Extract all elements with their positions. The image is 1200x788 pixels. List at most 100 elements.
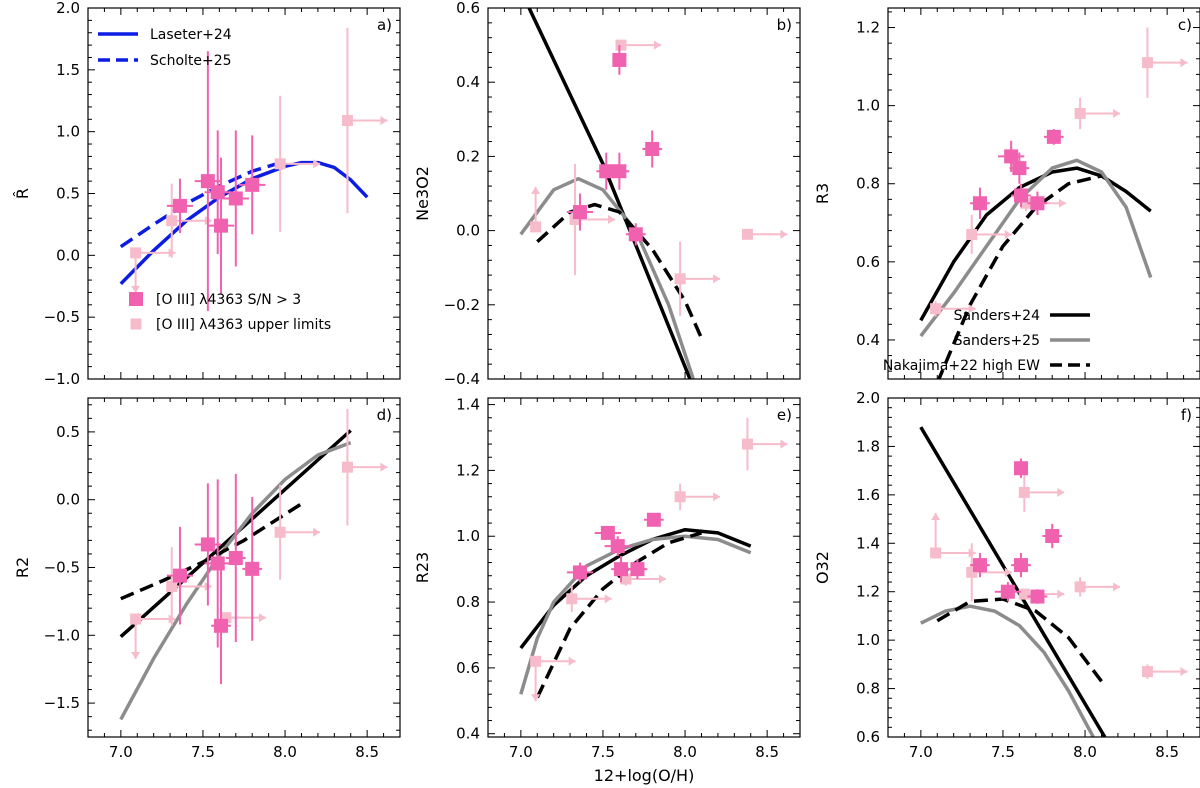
detected-marker: [1045, 529, 1060, 544]
limit-arrow-head: [654, 40, 662, 50]
panel-tag: c): [1178, 16, 1192, 34]
curve-sanders-24: [519, 527, 752, 650]
upper-limit-marker: [341, 461, 353, 473]
detected-marker: [572, 205, 587, 220]
upper-limit-point: [530, 655, 576, 702]
detected-point: [970, 187, 990, 219]
x-tick-label: 8.5: [355, 743, 379, 761]
detected-marker: [1014, 461, 1029, 476]
detected-marker: [614, 562, 629, 577]
detected-marker: [599, 164, 614, 179]
limit-arrow-head: [1004, 229, 1012, 240]
detected-point: [566, 562, 594, 583]
upper-limit-point: [674, 241, 721, 316]
legend-upper-marker: [130, 318, 142, 330]
y-tick-label: 0.4: [456, 73, 480, 91]
panel-d: −1.5 −1.0 −0.5 0.0 0.5 7.0 7.5 8.0 8.5 R2 d): [13, 397, 401, 761]
panel-tag: e): [777, 406, 792, 424]
panel-tag: f): [1181, 406, 1192, 424]
detected-point: [994, 582, 1022, 602]
upper-limit-marker: [741, 438, 753, 450]
limit-arrow-head: [780, 229, 788, 239]
upper-limit-marker: [1018, 588, 1030, 600]
upper-limit-point: [1074, 97, 1121, 130]
upper-limit-point: [966, 214, 1012, 255]
curve-nakajima-22-high-ew: [120, 502, 303, 601]
upper-limit-point: [220, 612, 266, 624]
detected-point: [225, 473, 246, 643]
detected-marker: [646, 512, 661, 527]
detected-marker: [210, 185, 225, 200]
y-axis-label: Ne3O2: [413, 166, 432, 221]
upper-limit-point: [966, 543, 1012, 602]
upper-limit-marker: [566, 593, 578, 605]
detected-marker: [228, 191, 243, 206]
detected-marker: [972, 558, 987, 573]
upper-limit-marker: [615, 39, 627, 51]
detected-point: [242, 496, 263, 641]
axes-frame: [887, 7, 1200, 380]
plot-area: [519, 417, 788, 702]
limit-arrow-head: [1113, 108, 1121, 118]
detected-marker: [612, 164, 627, 179]
detected-point: [625, 223, 646, 246]
limit-arrow-head: [313, 159, 321, 169]
curve-nakajima-22-high-ew: [937, 174, 1102, 379]
curve-nakajima-22-high-ew: [936, 597, 1103, 683]
y-axis-label: R̂: [13, 188, 32, 199]
upper-limit-marker: [930, 303, 942, 315]
y-tick-label: 1.4: [456, 396, 480, 414]
detected-point: [1027, 589, 1048, 604]
upper-limit-marker: [1018, 486, 1030, 498]
limit-arrow-head: [1113, 582, 1121, 592]
panel-e: 0.4 0.6 0.8 1.0 1.2 1.4 7.0 7.5 8.0 8.5 R23 12+log(…: [413, 396, 801, 785]
limit-arrow-head: [931, 512, 941, 520]
detected-marker: [210, 556, 225, 571]
curve-sanders-25: [919, 158, 1153, 338]
upper-limit-marker: [1074, 107, 1086, 119]
detected-marker: [1004, 149, 1019, 164]
upper-limit-point: [530, 186, 542, 233]
upper-limit-marker: [620, 573, 632, 585]
detected-marker: [1014, 188, 1029, 203]
upper-limit-point: [674, 483, 721, 510]
legend: Sanders+24 Sanders+25 Nakajima+22 high EW: [883, 308, 1090, 374]
y-tick-label: 0.8: [856, 680, 880, 698]
axes-frame: [87, 397, 401, 738]
detected-point: [222, 130, 249, 267]
detected-point: [566, 193, 594, 231]
limit-arrow-head: [1004, 567, 1012, 577]
detected-point: [998, 140, 1025, 173]
upper-limit-point: [566, 585, 612, 612]
panel-tag: b): [777, 16, 792, 34]
x-tick-label: 8.5: [1155, 743, 1179, 761]
detected-point: [596, 152, 617, 190]
axis-ticks: [487, 398, 801, 737]
upper-limit-marker: [569, 213, 581, 225]
limit-arrow-head: [380, 462, 388, 472]
y-tick-label: −0.5: [44, 559, 80, 577]
upper-limit-marker: [130, 247, 142, 259]
limit-arrow-head: [608, 214, 616, 225]
limit-arrow-head: [713, 274, 721, 284]
upper-limit-marker: [1141, 57, 1153, 69]
y-tick-label: 1.5: [56, 61, 80, 79]
y-tick-label: −1.5: [44, 694, 80, 712]
upper-limit-marker: [530, 655, 542, 667]
detected-point: [1027, 191, 1048, 215]
y-tick-label: 1.0: [456, 527, 480, 545]
panel-tag: a): [377, 16, 392, 34]
x-axis-label: 12+log(O/H): [594, 766, 695, 785]
detected-marker: [572, 565, 587, 580]
axes-frame: [487, 7, 801, 380]
legend-detected-marker: [129, 292, 143, 306]
plot-area: [919, 426, 1188, 737]
detected-marker: [628, 227, 643, 242]
detected-marker: [214, 618, 229, 633]
upper-limit-point: [274, 484, 321, 580]
y-tick-label: 1.8: [856, 437, 880, 455]
detected-marker: [245, 561, 260, 576]
detected-marker: [630, 562, 645, 577]
detected-marker: [200, 174, 215, 189]
y-tick-label: 1.4: [856, 534, 880, 552]
